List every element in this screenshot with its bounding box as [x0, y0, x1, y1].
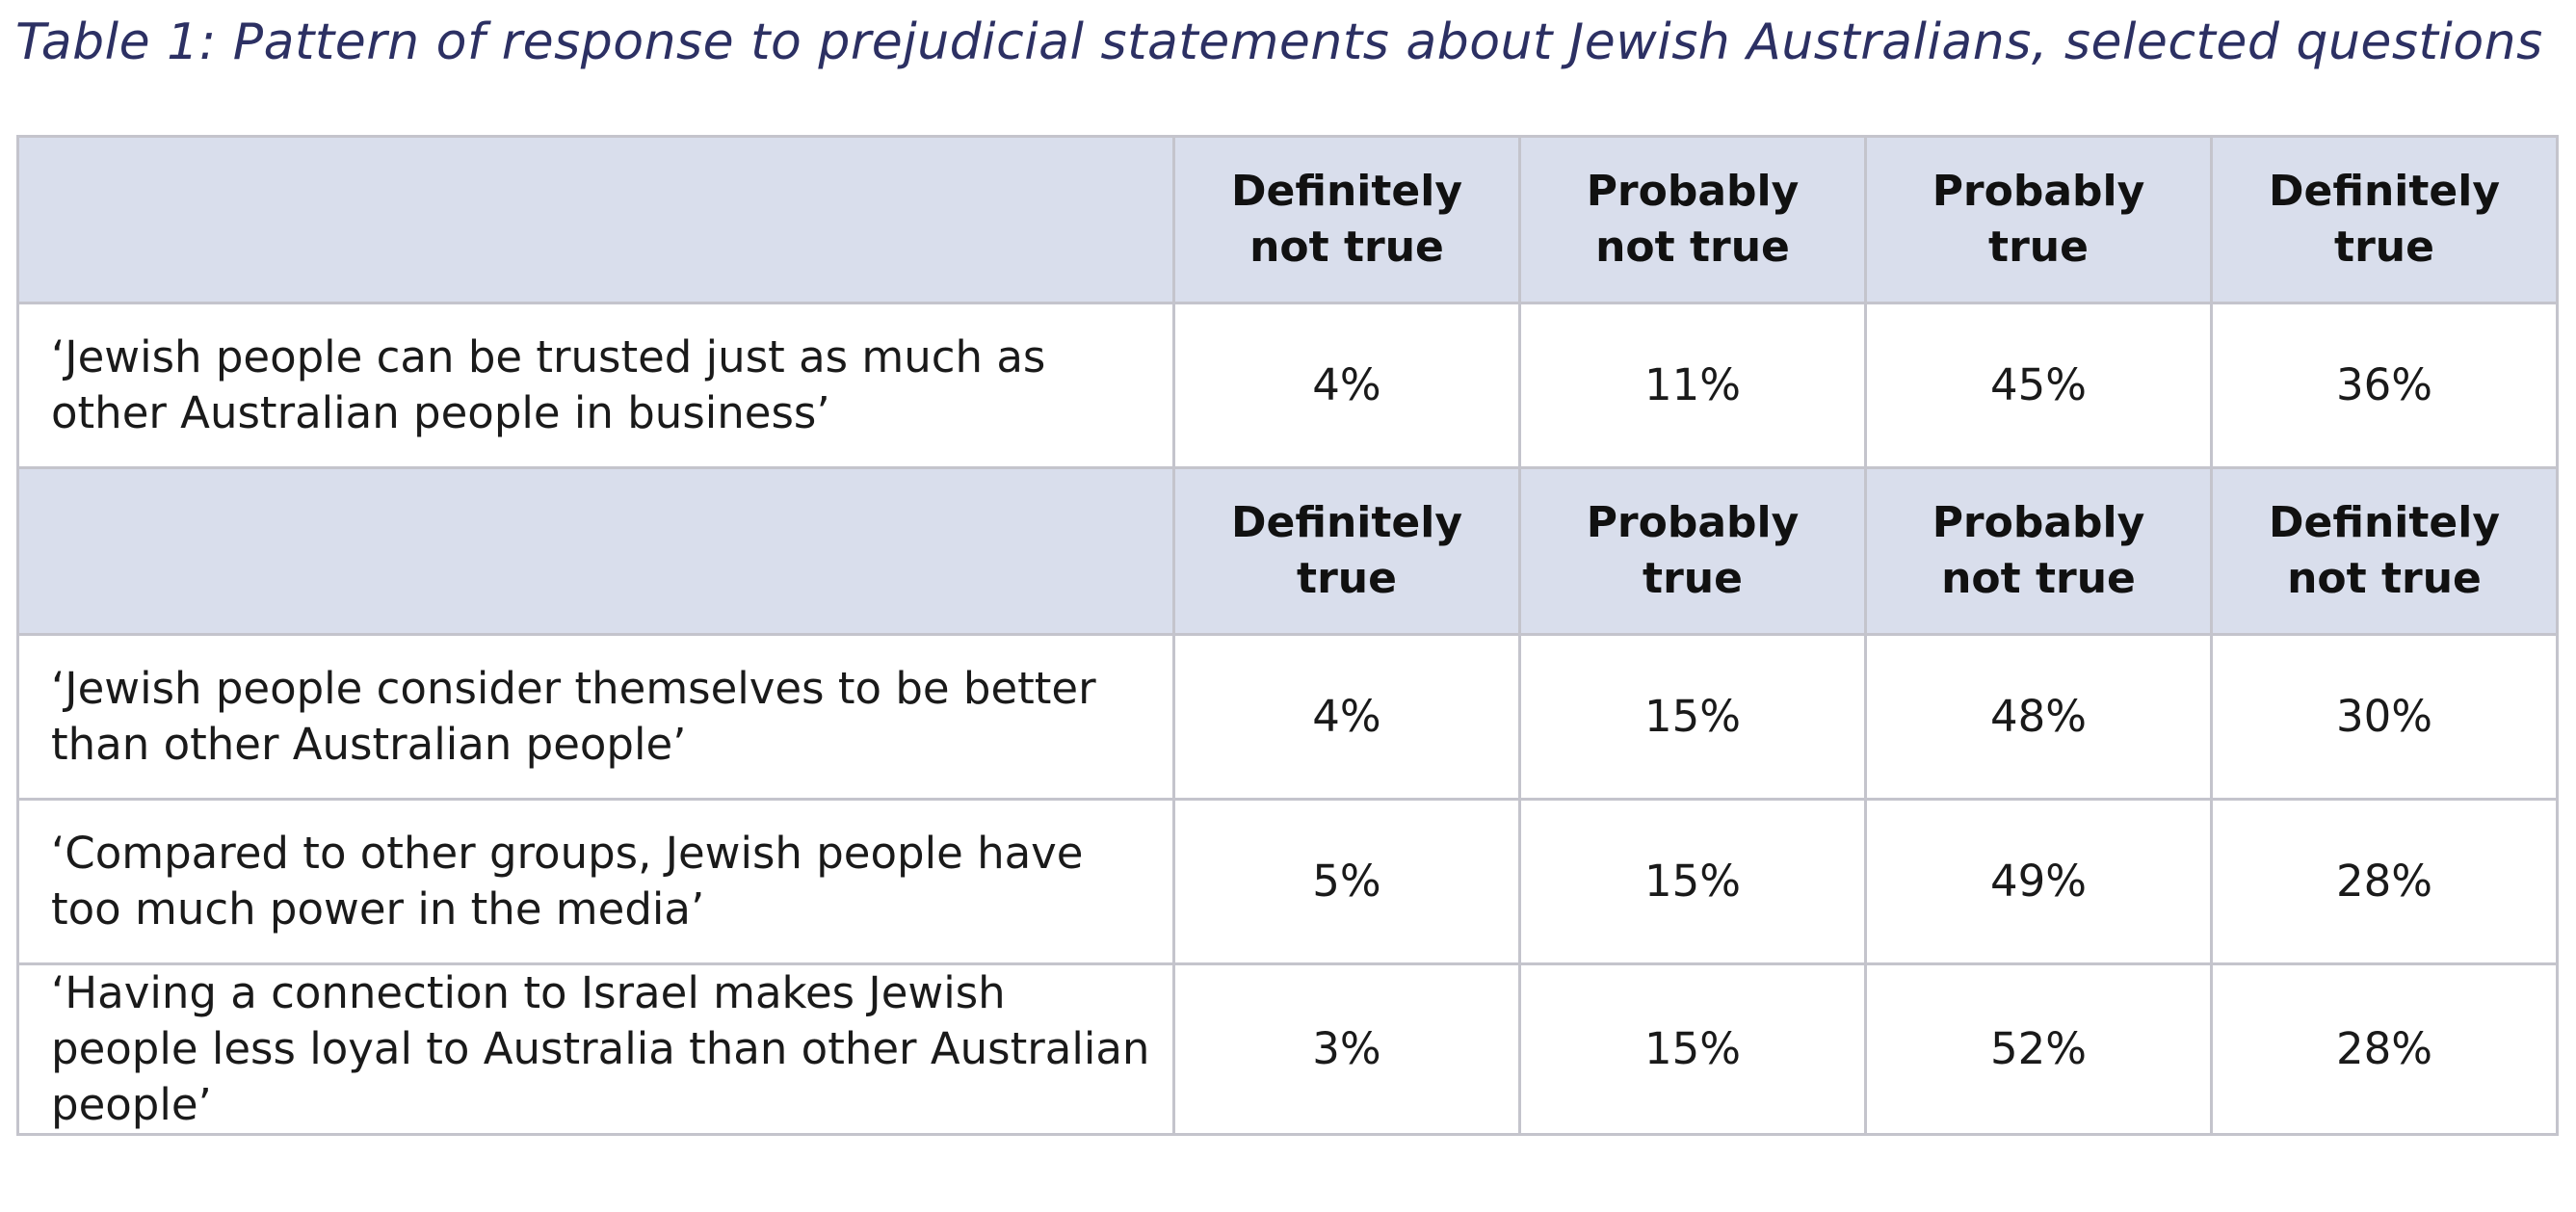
header-cell-empty [16, 466, 1175, 636]
header-label: Definitely true [1230, 498, 1463, 603]
header-label: Probably true [1932, 167, 2145, 272]
header-label: Probably not true [1932, 498, 2145, 603]
value-cell: 52% [1864, 962, 2213, 1136]
statement-cell: ‘Jewish people can be trusted just as mu… [16, 302, 1175, 469]
header-cell: Definitely not true [2210, 466, 2559, 636]
value-cell: 15% [1518, 633, 1867, 801]
value-cell: 45% [1864, 302, 2213, 469]
table-row: ‘Jewish people can be trusted just as mu… [16, 302, 2559, 469]
header-cell: Probably not true [1864, 466, 2213, 636]
value-cell: 48% [1864, 633, 2213, 801]
value-cell: 4% [1172, 302, 1521, 469]
table-row: ‘Having a connection to Israel makes Jew… [16, 962, 2559, 1136]
statement-cell: ‘Compared to other groups, Jewish people… [16, 798, 1175, 965]
header-label: Definitely true [2268, 167, 2501, 272]
value-cell: 15% [1518, 798, 1867, 965]
header-row: Definitely not true Probably not true Pr… [16, 135, 2559, 304]
value-cell: 28% [2210, 962, 2559, 1136]
header-label: Definitely not true [2268, 498, 2501, 603]
statement-text: ‘Compared to other groups, Jewish people… [51, 828, 1084, 935]
header-cell: Definitely not true [1172, 135, 1521, 304]
header-cell: Probably true [1864, 135, 2213, 304]
header-label: Definitely not true [1230, 167, 1463, 272]
header-cell-empty [16, 135, 1175, 304]
value-cell: 4% [1172, 633, 1521, 801]
table-row: ‘Jewish people consider themselves to be… [16, 633, 2559, 801]
survey-response-table: Definitely not true Probably not true Pr… [16, 135, 2559, 1136]
value-cell: 5% [1172, 798, 1521, 965]
value-cell: 28% [2210, 798, 2559, 965]
statement-text: ‘Jewish people consider themselves to be… [51, 663, 1096, 770]
header-cell: Probably true [1518, 466, 1867, 636]
value-cell: 11% [1518, 302, 1867, 469]
header-cell: Definitely true [1172, 466, 1521, 636]
statement-text: ‘Jewish people can be trusted just as mu… [51, 331, 1046, 438]
table-caption: Table 1: Pattern of response to prejudic… [15, 13, 2543, 71]
statement-cell: ‘Having a connection to Israel makes Jew… [16, 962, 1175, 1136]
header-label: Probably true [1586, 498, 1800, 603]
statement-text: ‘Having a connection to Israel makes Jew… [51, 967, 1150, 1130]
value-cell: 49% [1864, 798, 2213, 965]
table-row: ‘Compared to other groups, Jewish people… [16, 798, 2559, 965]
header-row: Definitely true Probably true Probably n… [16, 466, 2559, 636]
header-label: Probably not true [1586, 167, 1800, 272]
value-cell: 36% [2210, 302, 2559, 469]
value-cell: 15% [1518, 962, 1867, 1136]
header-cell: Probably not true [1518, 135, 1867, 304]
header-cell: Definitely true [2210, 135, 2559, 304]
statement-cell: ‘Jewish people consider themselves to be… [16, 633, 1175, 801]
value-cell: 3% [1172, 962, 1521, 1136]
value-cell: 30% [2210, 633, 2559, 801]
